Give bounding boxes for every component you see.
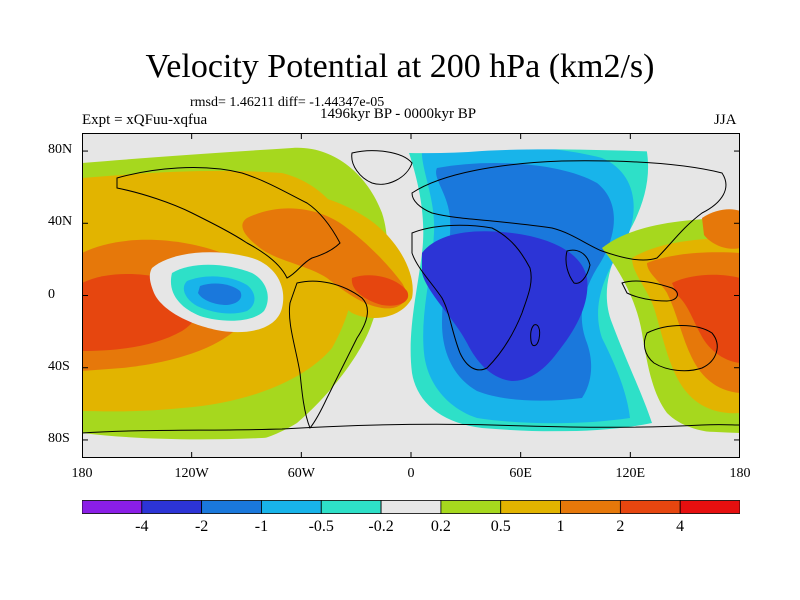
x-tick-label: 60W [287,466,315,481]
colorbar-label: -1 [254,518,269,535]
colorbar-box [141,500,203,514]
contour-antarctic-cap [82,430,740,458]
season-label: JJA [714,112,737,128]
contour-arctic-cap [82,133,740,155]
colorbar-label: 2 [616,518,625,535]
map-title: Velocity Potential at 200 hPa (km2/s) [145,48,655,85]
colorbar-box [320,500,382,514]
coastline-maritime-continent [621,280,678,302]
contour-positive-wpac-ne [702,209,740,249]
colorbar-box [560,500,621,514]
coastline-greenland [351,150,413,185]
coastline-africa [411,224,532,371]
contour-positive-atlantic-4 [351,275,409,306]
velocity-potential-map [82,133,740,458]
colorbar-box [201,500,262,514]
y-tick-marks [82,150,740,441]
coastline-india [565,249,591,284]
contour-fill-layer [82,133,740,458]
colorbar-label: -0.2 [368,518,394,535]
y-tick-label: 80N [48,142,73,158]
coastline-north-america [116,167,341,279]
x-tick-label: 60E [509,466,532,481]
x-tick-label: 120E [615,466,646,481]
colorbar-box [82,500,143,514]
y-tick-label: 40N [48,214,73,230]
contour-negative-africa-4 [422,231,588,381]
x-tick-label: 0 [407,466,415,481]
coastline-layer [82,150,740,434]
contour-negative-epac-core [198,283,242,305]
experiment-label: Expt = xQFuu-xqfua [82,112,208,128]
coastline-eurasia [411,160,727,261]
colorbar-box [679,500,740,514]
x-tick-label: 180 [71,466,93,481]
colorbar-box [500,500,561,514]
coastline-madagascar [530,324,541,347]
coastline-antarctica [82,423,740,434]
colorbar-label: -4 [135,518,149,535]
y-tick-label: 0 [48,286,55,302]
contour-positive-wpac-4 [672,274,740,363]
x-tick-label: 120W [174,466,209,481]
colorbar-label: -0.5 [308,518,334,535]
colorbar-label: 4 [676,518,685,535]
colorbar-box [440,500,502,514]
period-label: 1496kyr BP - 0000kyr BP [320,106,477,122]
colorbar-label: 0.2 [430,518,451,535]
coastline-south-america [288,280,368,429]
y-tick-label: 40S [48,358,70,374]
colorbar-label: -2 [194,518,209,535]
colorbar [82,500,740,514]
x-tick-marks [82,133,740,458]
x-tick-label: 180 [729,466,751,481]
colorbar-box [619,500,681,514]
colorbar-label: 1 [556,518,565,535]
colorbar-label: 0.5 [490,518,511,535]
coastline-australia [643,325,718,372]
statistics-label: rmsd= 1.46211 diff= -1.44347e-05 [190,95,385,110]
y-tick-label: 80S [48,430,70,446]
colorbar-box [261,500,322,514]
colorbar-box [380,500,442,514]
